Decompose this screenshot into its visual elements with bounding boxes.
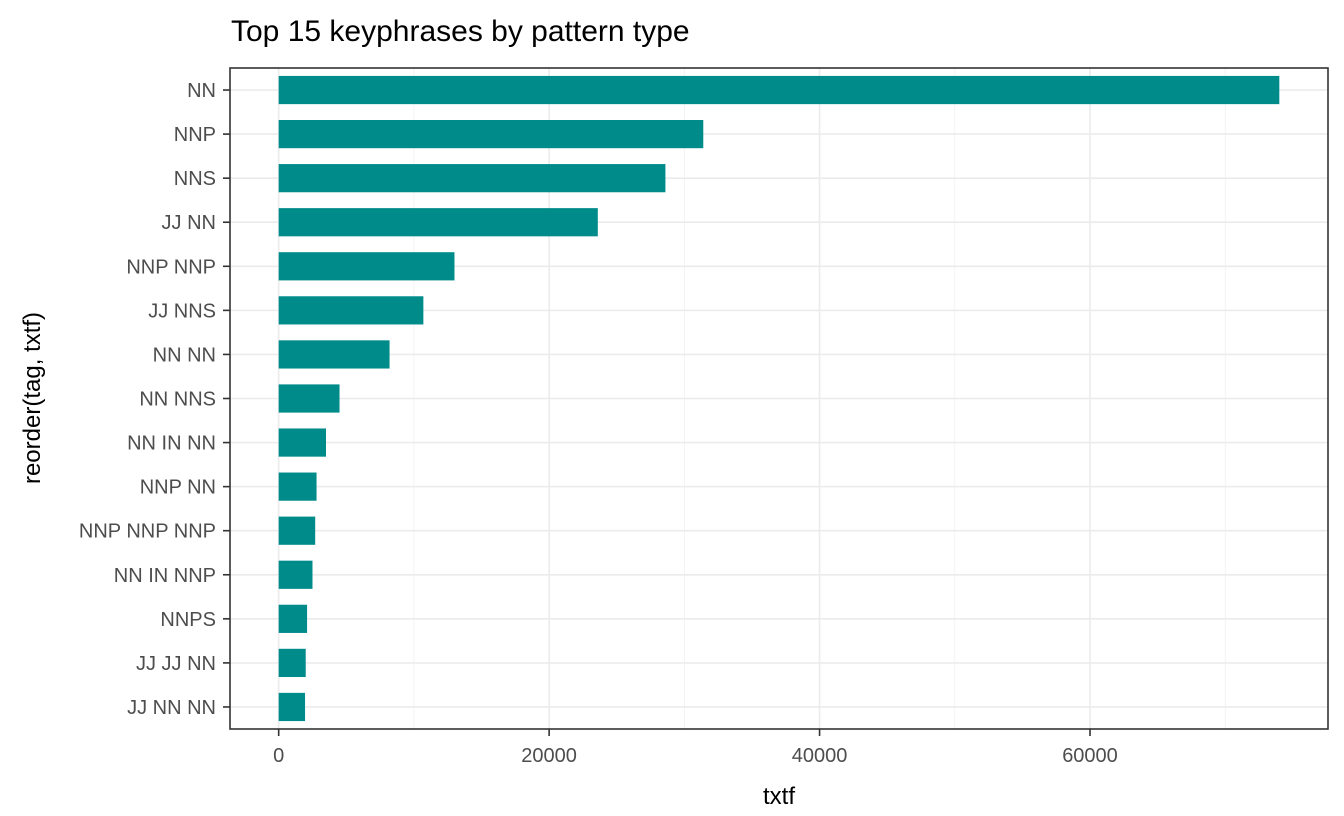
x-axis: 0 20000 40000 60000 bbox=[273, 729, 1118, 767]
bar bbox=[278, 648, 306, 678]
x-axis-title: txtf bbox=[763, 783, 795, 810]
y-tick-label: JJ NN bbox=[162, 212, 216, 234]
bar bbox=[278, 164, 666, 193]
y-tick-label: NN bbox=[187, 80, 216, 102]
bar bbox=[278, 340, 390, 369]
y-tick-label: NNS bbox=[174, 168, 216, 190]
y-tick-label: NNPS bbox=[160, 609, 216, 631]
bar bbox=[278, 119, 704, 149]
y-tick-label: NNP NN bbox=[140, 477, 216, 499]
bar bbox=[278, 604, 308, 633]
x-tick-label: 40000 bbox=[792, 745, 848, 767]
y-tick-label: JJ JJ NN bbox=[136, 653, 216, 675]
y-tick-label: NN NNS bbox=[139, 389, 216, 411]
y-axis-title: reorder(tag, txtf) bbox=[19, 312, 46, 484]
bar bbox=[278, 472, 317, 501]
bar bbox=[278, 252, 455, 281]
x-tick-label: 60000 bbox=[1062, 745, 1118, 767]
bar bbox=[278, 296, 424, 325]
y-tick-label: NN IN NNP bbox=[114, 565, 216, 587]
bar bbox=[278, 384, 340, 413]
y-tick-label: NNP NNP NNP bbox=[79, 521, 216, 543]
y-tick-label: NN NN bbox=[153, 344, 216, 366]
chart-title: Top 15 keyphrases by pattern type bbox=[231, 15, 690, 48]
y-tick-label: JJ NNS bbox=[148, 300, 216, 322]
y-tick-label: NNP NNP bbox=[126, 256, 216, 278]
bar bbox=[278, 208, 598, 237]
y-tick-label: JJ NN NN bbox=[127, 697, 216, 719]
bar bbox=[278, 428, 327, 457]
bar bbox=[278, 692, 306, 722]
bars bbox=[278, 75, 1280, 722]
x-tick-label: 20000 bbox=[521, 745, 577, 767]
y-tick-label: NNP bbox=[174, 124, 216, 146]
y-tick-label: NN IN NN bbox=[127, 433, 216, 455]
bar bbox=[278, 75, 1280, 105]
bar bbox=[278, 560, 313, 589]
bar bbox=[278, 516, 316, 545]
x-tick-label: 0 bbox=[273, 745, 284, 767]
y-axis: NN NNP NNS JJ NN NNP NNP JJ NNS NN NN NN NNS NN … bbox=[79, 80, 230, 719]
